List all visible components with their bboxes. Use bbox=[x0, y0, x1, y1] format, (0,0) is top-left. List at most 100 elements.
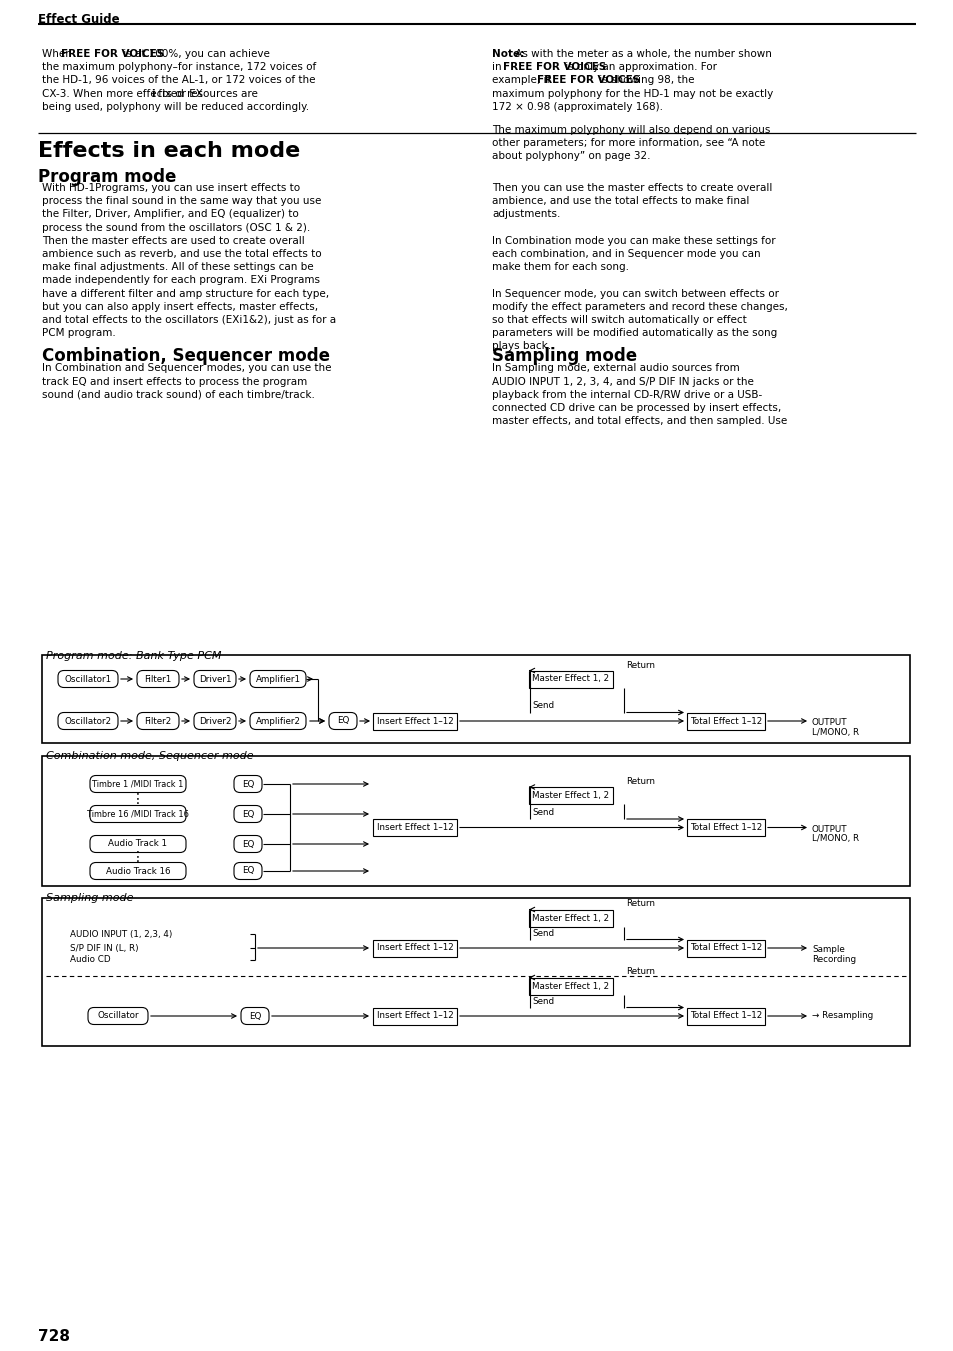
Text: being used, polyphony will be reduced accordingly.: being used, polyphony will be reduced ac… bbox=[42, 101, 309, 112]
Text: OUTPUT: OUTPUT bbox=[811, 717, 846, 727]
Text: Oscillator2: Oscillator2 bbox=[65, 716, 112, 725]
Text: Audio Track 1: Audio Track 1 bbox=[109, 839, 168, 848]
Text: other parameters; for more information, see “A note: other parameters; for more information, … bbox=[492, 138, 764, 149]
Text: Combination mode, Sequencer mode: Combination mode, Sequencer mode bbox=[46, 751, 253, 761]
Text: ⋮: ⋮ bbox=[131, 792, 145, 807]
FancyBboxPatch shape bbox=[250, 670, 306, 688]
Bar bbox=[42, 898, 909, 1046]
Text: L/MONO, R: L/MONO, R bbox=[811, 728, 859, 738]
Text: Recording: Recording bbox=[811, 955, 855, 965]
Text: PCM program.: PCM program. bbox=[42, 328, 115, 338]
Text: Driver1: Driver1 bbox=[198, 674, 231, 684]
Text: is only an approximation. For: is only an approximation. For bbox=[561, 62, 717, 72]
FancyBboxPatch shape bbox=[233, 862, 262, 880]
Text: When: When bbox=[42, 49, 75, 59]
Text: Master Effect 1, 2: Master Effect 1, 2 bbox=[532, 674, 609, 684]
Text: EQ: EQ bbox=[241, 866, 253, 875]
Text: Send: Send bbox=[532, 701, 554, 711]
Text: modify the effect parameters and record these changes,: modify the effect parameters and record … bbox=[492, 301, 787, 312]
Bar bbox=[686, 1008, 764, 1024]
Text: With HD-1Programs, you can use insert effects to: With HD-1Programs, you can use insert ef… bbox=[42, 182, 300, 193]
Text: Filter2: Filter2 bbox=[144, 716, 172, 725]
FancyBboxPatch shape bbox=[88, 1008, 148, 1024]
Text: Then you can use the master effects to create overall: Then you can use the master effects to c… bbox=[492, 182, 772, 193]
Text: Master Effect 1, 2: Master Effect 1, 2 bbox=[532, 790, 609, 800]
Text: Return: Return bbox=[625, 661, 655, 670]
FancyBboxPatch shape bbox=[250, 712, 306, 730]
Text: EQ: EQ bbox=[241, 780, 253, 789]
Bar bbox=[529, 978, 613, 994]
Text: fixed resources are: fixed resources are bbox=[154, 89, 257, 99]
Text: is showing 98, the: is showing 98, the bbox=[596, 76, 694, 85]
FancyBboxPatch shape bbox=[137, 670, 179, 688]
Text: Return: Return bbox=[625, 967, 655, 977]
Bar bbox=[686, 712, 764, 730]
FancyBboxPatch shape bbox=[233, 775, 262, 793]
Text: As with the meter as a whole, the number shown: As with the meter as a whole, the number… bbox=[511, 49, 771, 59]
Text: Total Effect 1–12: Total Effect 1–12 bbox=[689, 1012, 761, 1020]
Text: In Combination mode you can make these settings for: In Combination mode you can make these s… bbox=[492, 236, 775, 246]
Text: Amplifier1: Amplifier1 bbox=[255, 674, 300, 684]
Bar bbox=[686, 939, 764, 957]
Text: Insert Effect 1–12: Insert Effect 1–12 bbox=[376, 716, 453, 725]
Text: EQ: EQ bbox=[249, 1012, 261, 1020]
Bar bbox=[529, 909, 613, 927]
FancyBboxPatch shape bbox=[137, 712, 179, 730]
Text: AUDIO INPUT (1, 2,3, 4): AUDIO INPUT (1, 2,3, 4) bbox=[70, 929, 172, 939]
Text: EQ: EQ bbox=[241, 839, 253, 848]
Text: S/P DIF IN (L, R): S/P DIF IN (L, R) bbox=[70, 943, 138, 952]
Text: In Combination and Sequencer modes, you can use the: In Combination and Sequencer modes, you … bbox=[42, 363, 331, 373]
Bar bbox=[686, 819, 764, 836]
Text: Return: Return bbox=[625, 777, 655, 786]
FancyBboxPatch shape bbox=[241, 1008, 269, 1024]
Text: playback from the internal CD-R/RW drive or a USB-: playback from the internal CD-R/RW drive… bbox=[492, 390, 761, 400]
Text: about polyphony” on page 32.: about polyphony” on page 32. bbox=[492, 151, 650, 161]
Text: Then the master effects are used to create overall: Then the master effects are used to crea… bbox=[42, 236, 304, 246]
Bar bbox=[373, 1008, 456, 1024]
Bar bbox=[529, 788, 613, 804]
Text: CX-3. When more effects or EX: CX-3. When more effects or EX bbox=[42, 89, 203, 99]
Bar bbox=[373, 712, 456, 730]
Text: EQ: EQ bbox=[336, 716, 349, 725]
Bar bbox=[42, 757, 909, 886]
Text: L/MONO, R: L/MONO, R bbox=[811, 835, 859, 843]
Text: 172 × 0.98 (approximately 168).: 172 × 0.98 (approximately 168). bbox=[492, 101, 662, 112]
Text: Insert Effect 1–12: Insert Effect 1–12 bbox=[376, 1012, 453, 1020]
Text: the Filter, Driver, Amplifier, and EQ (equalizer) to: the Filter, Driver, Amplifier, and EQ (e… bbox=[42, 209, 298, 219]
FancyBboxPatch shape bbox=[329, 712, 356, 730]
Text: Insert Effect 1–12: Insert Effect 1–12 bbox=[376, 823, 453, 832]
Text: EQ: EQ bbox=[241, 809, 253, 819]
Text: the maximum polyphony–for instance, 172 voices of: the maximum polyphony–for instance, 172 … bbox=[42, 62, 315, 72]
Text: Combination, Sequencer mode: Combination, Sequencer mode bbox=[42, 347, 330, 365]
Text: and total effects to the oscillators (EXi1&2), just as for a: and total effects to the oscillators (EX… bbox=[42, 315, 335, 326]
FancyBboxPatch shape bbox=[58, 670, 118, 688]
FancyBboxPatch shape bbox=[90, 835, 186, 852]
Text: have a different filter and amp structure for each type,: have a different filter and amp structur… bbox=[42, 289, 329, 299]
Text: Return: Return bbox=[625, 900, 655, 908]
Text: Effect Guide: Effect Guide bbox=[38, 14, 119, 26]
Text: adjustments.: adjustments. bbox=[492, 209, 559, 219]
Text: master effects, and total effects, and then sampled. Use: master effects, and total effects, and t… bbox=[492, 416, 786, 426]
Text: Effects in each mode: Effects in each mode bbox=[38, 141, 300, 161]
Text: Driver2: Driver2 bbox=[198, 716, 231, 725]
Text: made independently for each program. EXi Programs: made independently for each program. EXi… bbox=[42, 276, 319, 285]
Text: maximum polyphony for the HD-1 may not be exactly: maximum polyphony for the HD-1 may not b… bbox=[492, 89, 773, 99]
Text: Program mode: Bank Type PCM: Program mode: Bank Type PCM bbox=[46, 651, 221, 661]
Text: Sampling mode: Sampling mode bbox=[46, 893, 133, 902]
Text: OUTPUT: OUTPUT bbox=[811, 824, 846, 834]
Text: Send: Send bbox=[532, 997, 554, 1005]
Text: Amplifier2: Amplifier2 bbox=[255, 716, 300, 725]
Text: so that effects will switch automatically or effect: so that effects will switch automaticall… bbox=[492, 315, 746, 326]
Text: Send: Send bbox=[532, 928, 554, 938]
FancyBboxPatch shape bbox=[58, 712, 118, 730]
FancyBboxPatch shape bbox=[233, 805, 262, 823]
FancyBboxPatch shape bbox=[90, 805, 186, 823]
Bar bbox=[42, 655, 909, 743]
Text: Timbre 1 /MIDI Track 1: Timbre 1 /MIDI Track 1 bbox=[92, 780, 184, 789]
Text: FREE FOR VOICES: FREE FOR VOICES bbox=[503, 62, 606, 72]
Text: In Sampling mode, external audio sources from: In Sampling mode, external audio sources… bbox=[492, 363, 739, 373]
Text: is at 100%, you can achieve: is at 100%, you can achieve bbox=[120, 49, 270, 59]
Text: ⋮: ⋮ bbox=[131, 851, 145, 865]
Text: Total Effect 1–12: Total Effect 1–12 bbox=[689, 943, 761, 952]
Text: i: i bbox=[151, 89, 154, 99]
